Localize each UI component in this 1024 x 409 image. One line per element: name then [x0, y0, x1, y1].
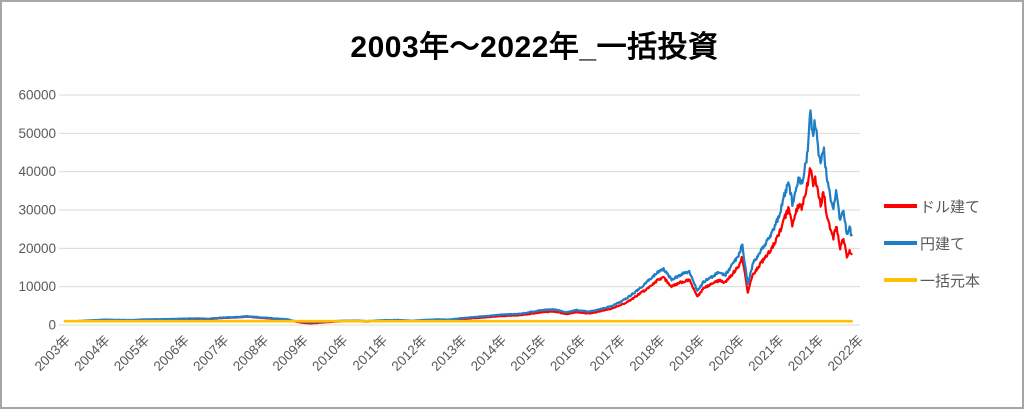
x-tick-label: 2021年: [745, 333, 786, 374]
x-tick-label: 2017年: [587, 333, 628, 374]
legend-item-principal: 一括元本: [884, 268, 980, 292]
legend-line-swatch-jpy: [884, 241, 917, 245]
y-tick-label: 20000: [18, 241, 56, 256]
legend-line-swatch-usd: [884, 204, 917, 208]
x-tick-label: 2004年: [71, 333, 112, 374]
x-tick-label: 2014年: [468, 333, 509, 374]
x-tick-label: 2007年: [190, 333, 231, 374]
y-tick-label: 40000: [18, 164, 56, 179]
x-tick-label: 2013年: [428, 333, 469, 374]
x-tick-label: 2006年: [151, 333, 192, 374]
x-tick-label: 2016年: [547, 333, 588, 374]
series-line-1: [63, 109, 853, 324]
x-tick-label: 2020年: [706, 333, 747, 374]
legend-item-usd: ドル建て: [884, 194, 980, 218]
x-tick-label: 2009年: [270, 333, 311, 374]
legend: ドル建て 円建て 一括元本: [884, 194, 980, 305]
legend-label-principal: 一括元本: [920, 272, 981, 290]
x-tick-label: 2012年: [389, 333, 430, 374]
x-tick-label: 2003年: [32, 333, 73, 374]
series-line-0: [63, 167, 853, 325]
y-tick-label: 60000: [18, 88, 56, 103]
x-tick-label: 2021年: [785, 333, 826, 374]
legend-label-jpy: 円建て: [920, 235, 966, 253]
x-tick-label: 2011年: [350, 333, 391, 374]
x-tick-label: 2010年: [309, 333, 350, 374]
y-tick-label: 0: [48, 318, 56, 333]
x-tick-label: 2005年: [111, 333, 152, 374]
legend-item-jpy: 円建て: [884, 231, 980, 255]
y-tick-label: 50000: [18, 126, 56, 141]
legend-line-swatch-principal: [884, 278, 917, 282]
chart-title: 2003年～2022年_一括投資: [350, 31, 719, 64]
x-tick-label: 2018年: [626, 333, 667, 374]
x-tick-label: 2022年: [825, 333, 866, 374]
x-tick-label: 2019年: [666, 333, 707, 374]
legend-label-usd: ドル建て: [920, 198, 981, 216]
y-tick-label: 10000: [18, 279, 56, 294]
x-tick-label: 2015年: [508, 333, 549, 374]
x-tick-label: 2008年: [230, 333, 271, 374]
y-tick-label: 30000: [18, 203, 56, 218]
